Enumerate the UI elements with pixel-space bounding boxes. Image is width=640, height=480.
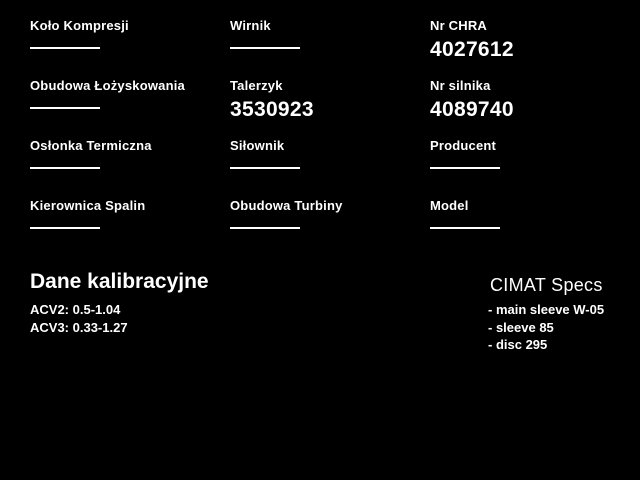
field-blank-input[interactable] xyxy=(30,227,100,229)
field-label: Osłonka Termiczna xyxy=(30,138,152,153)
field-label: Producent xyxy=(430,138,497,153)
field-blank-input[interactable] xyxy=(30,167,100,169)
spec-line-disc: - disc 295 xyxy=(488,337,548,352)
spec-line-sleeve: - sleeve 85 xyxy=(488,319,554,335)
fields-grid: Koło Kompresji Wirnik Nr CHRA 4027612 Ob… xyxy=(30,18,630,258)
field-blank-input[interactable] xyxy=(230,227,300,229)
field-nr-silnika: Nr silnika 4089740 xyxy=(430,78,630,138)
field-blank-input[interactable] xyxy=(430,227,500,229)
field-label: Talerzyk xyxy=(230,78,283,93)
field-label: Koło Kompresji xyxy=(30,18,129,33)
field-label: Nr CHRA xyxy=(430,18,488,33)
calibration-line-acv2: ACV2: 0.5-1.04 xyxy=(30,302,121,317)
field-blank-input[interactable] xyxy=(430,167,500,169)
field-oslonka-termiczna: Osłonka Termiczna xyxy=(30,138,230,198)
field-label: Siłownik xyxy=(230,138,285,153)
field-nr-chra: Nr CHRA 4027612 xyxy=(430,18,630,78)
field-kolo-kompresji: Koło Kompresji xyxy=(30,18,230,78)
field-blank-input[interactable] xyxy=(230,47,300,49)
field-blank-input[interactable] xyxy=(30,47,100,49)
field-label: Wirnik xyxy=(230,18,271,33)
cimat-specs-title: CIMAT Specs xyxy=(490,275,603,295)
field-value[interactable]: 3530923 xyxy=(230,98,314,121)
field-obudowa-lozyskowania: Obudowa Łożyskowania xyxy=(30,78,230,138)
field-value[interactable]: 4027612 xyxy=(430,38,514,61)
field-label: Obudowa Łożyskowania xyxy=(30,78,185,93)
field-label: Model xyxy=(430,198,469,213)
calibration-line-acv3: ACV3: 0.33-1.27 xyxy=(30,319,128,335)
field-wirnik: Wirnik xyxy=(230,18,430,78)
calibration-title: Dane kalibracyjne xyxy=(30,270,209,293)
field-model: Model xyxy=(430,198,630,258)
field-silownik: Siłownik xyxy=(230,138,430,198)
spec-line-main-sleeve: - main sleeve W-05 xyxy=(488,302,605,317)
field-blank-input[interactable] xyxy=(230,167,300,169)
field-label: Kierownica Spalin xyxy=(30,198,146,213)
field-label: Obudowa Turbiny xyxy=(230,198,343,213)
cimat-specs-lines: - main sleeve W-05 - sleeve 85 - disc 29… xyxy=(488,301,604,354)
field-label: Nr silnika xyxy=(430,78,491,93)
field-obudowa-turbiny: Obudowa Turbiny xyxy=(230,198,430,258)
field-talerzyk: Talerzyk 3530923 xyxy=(230,78,430,138)
field-value[interactable]: 4089740 xyxy=(430,98,514,121)
field-producent: Producent xyxy=(430,138,630,198)
field-kierownica-spalin: Kierownica Spalin xyxy=(30,198,230,258)
calibration-lines: ACV2: 0.5-1.04 ACV3: 0.33-1.27 xyxy=(30,301,128,336)
field-blank-input[interactable] xyxy=(30,107,100,109)
